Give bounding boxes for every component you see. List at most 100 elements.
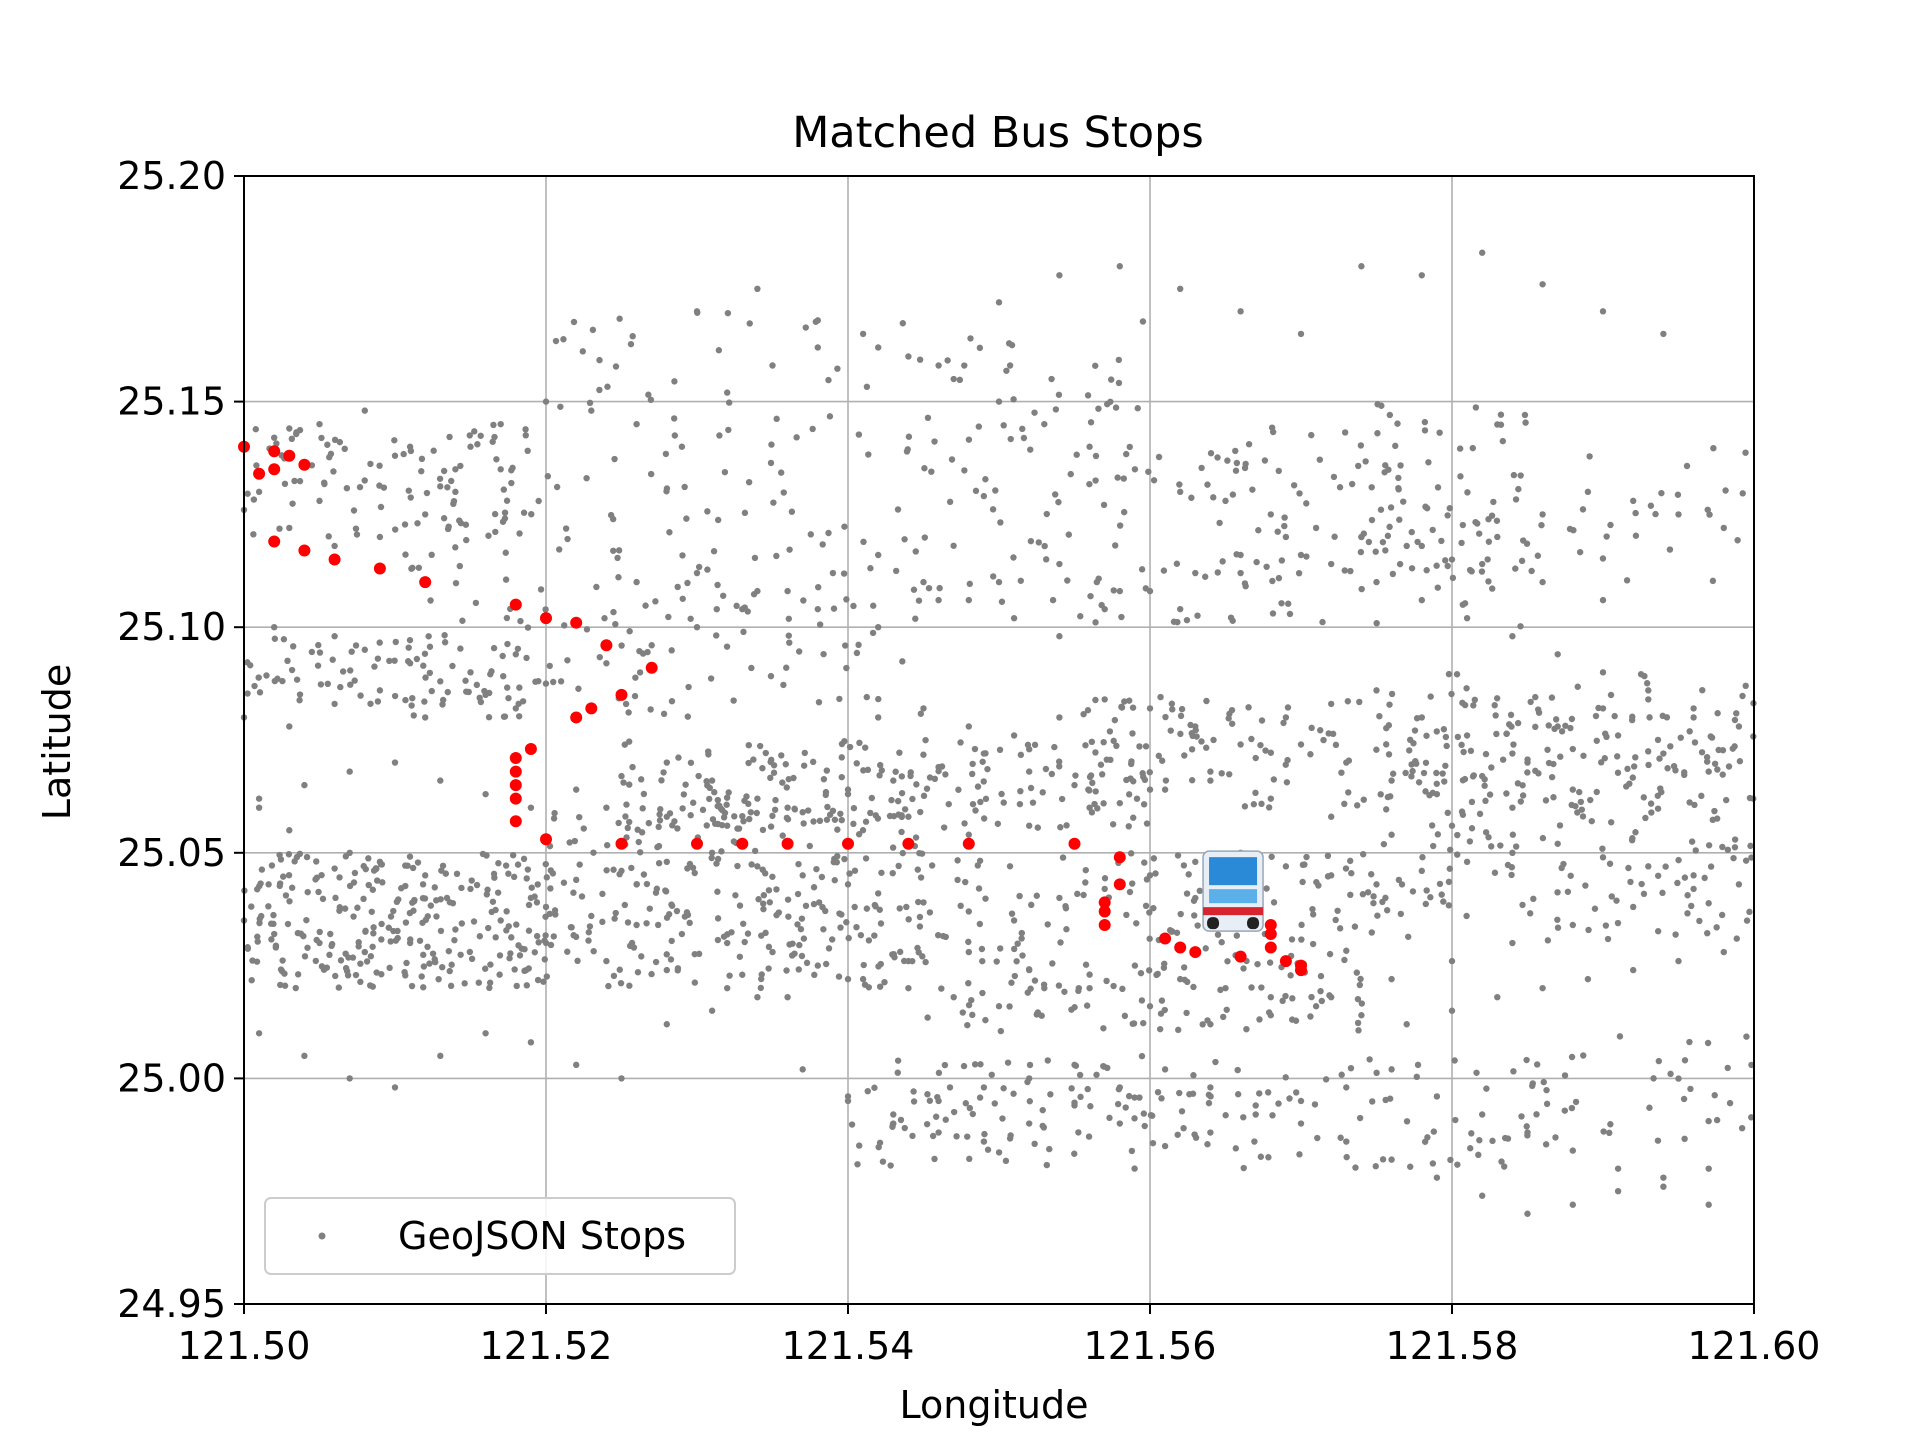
background-stop-dot: [755, 896, 762, 903]
background-stop-dot: [1647, 800, 1655, 807]
geojson-stop-point: [1599, 669, 1607, 676]
background-stop-dot: [1704, 506, 1711, 513]
background-stop-dot: [904, 446, 911, 453]
background-stop-dot: [520, 509, 528, 516]
background-stop-dot: [1387, 793, 1394, 800]
background-stop-dot: [365, 881, 372, 889]
background-stop-dot: [580, 825, 587, 832]
geojson-stop-point: [452, 466, 459, 473]
background-stop-dot: [468, 955, 476, 963]
background-stop-dot: [1706, 511, 1713, 518]
background-stop-dot: [1034, 824, 1041, 831]
background-stop-dot: [853, 923, 860, 931]
background-stop-dot: [1010, 554, 1017, 561]
background-stop-dot: [823, 767, 831, 774]
background-stop-dot: [418, 468, 425, 475]
background-stop-dot: [647, 470, 655, 478]
background-stop-dot: [636, 669, 644, 676]
background-stop-dot: [894, 506, 902, 513]
background-stop-dot: [272, 942, 280, 949]
background-stop-dot: [1724, 846, 1732, 854]
background-stop-dot: [303, 853, 311, 861]
background-stop-dot: [765, 943, 773, 951]
background-stop-dot: [1572, 1098, 1580, 1106]
background-stop-dot: [767, 774, 774, 782]
background-stop-dot: [1087, 1103, 1094, 1110]
background-stop-dot: [673, 907, 681, 915]
background-stop-dot: [1056, 763, 1063, 770]
background-stop-dot: [901, 806, 909, 813]
background-stop-dot: [420, 984, 427, 991]
background-stop-dot: [294, 971, 302, 978]
background-stop-dot: [1532, 767, 1539, 775]
background-stop-dot: [1705, 1117, 1712, 1125]
background-stop-dot: [1499, 756, 1507, 763]
geojson-stop-point: [799, 1066, 806, 1073]
background-stop-dot: [1226, 771, 1233, 778]
background-stop-dot: [1347, 891, 1354, 899]
background-stop-dot: [392, 526, 399, 533]
background-stop-dot: [1645, 748, 1652, 755]
background-stop-dot: [1290, 482, 1298, 489]
background-stop-dot: [916, 356, 924, 363]
background-stop-dot: [1504, 861, 1512, 869]
background-stop-dot: [1059, 854, 1067, 861]
background-stop-dot: [1224, 958, 1231, 965]
background-stop-dot: [1684, 910, 1691, 917]
geojson-stop-point: [693, 624, 701, 631]
background-stop-dot: [1519, 901, 1526, 909]
background-stop-dot: [489, 438, 496, 445]
background-stop-dot: [410, 712, 417, 719]
background-stop-dot: [1415, 779, 1423, 786]
background-stop-dot: [1183, 890, 1191, 897]
background-stop-dot: [1173, 560, 1181, 567]
background-stop-dot: [1110, 737, 1117, 745]
background-stop-dot: [436, 475, 444, 482]
background-stop-dot: [1194, 922, 1201, 929]
background-stop-dot: [335, 984, 343, 991]
background-stop-dot: [547, 941, 555, 949]
bus-wheel: [1247, 917, 1260, 930]
background-stop-dot: [1039, 1122, 1046, 1130]
background-stop-dot: [528, 510, 535, 518]
geojson-stop-point: [1418, 867, 1426, 875]
background-stop-dot: [590, 947, 597, 955]
geojson-stop-point: [1675, 511, 1682, 518]
geojson-stop-point: [1358, 1012, 1365, 1019]
background-stop-dot: [862, 744, 869, 751]
background-stop-dot: [922, 958, 929, 966]
background-stop-dot: [726, 972, 733, 979]
background-stop-dot: [914, 866, 921, 873]
geojson-stop-point: [1161, 1142, 1169, 1150]
background-stop-dot: [1158, 757, 1166, 764]
background-stop-dot: [993, 958, 1000, 965]
background-stop-dot: [503, 908, 510, 915]
background-stop-dot: [1568, 1104, 1576, 1112]
geojson-stop-point: [1010, 614, 1018, 622]
background-stop-dot: [667, 956, 675, 963]
background-stop-dot: [459, 617, 466, 624]
background-stop-dot: [625, 709, 632, 716]
geojson-stop-point: [1026, 768, 1033, 775]
background-stop-dot: [1051, 743, 1058, 751]
background-stop-dot: [421, 650, 429, 657]
background-stop-dot: [1557, 753, 1564, 760]
matched-stop-point: [1098, 918, 1111, 931]
background-stop-dot: [1253, 558, 1260, 566]
background-stop-dot: [643, 920, 650, 927]
background-stop-dot: [822, 788, 830, 796]
background-stop-dot: [1217, 986, 1224, 994]
background-stop-dot: [954, 876, 961, 884]
background-stop-dot: [1080, 710, 1087, 718]
background-stop-dot: [1577, 798, 1585, 806]
background-stop-dot: [1031, 1140, 1038, 1148]
background-stop-dot: [768, 756, 775, 764]
background-stop-dot: [931, 1155, 938, 1163]
background-stop-dot: [1645, 761, 1652, 769]
background-stop-dot: [342, 950, 349, 957]
background-stop-dot: [534, 976, 542, 984]
background-stop-dot: [316, 928, 323, 936]
background-stop-dot: [1632, 509, 1639, 517]
geojson-stop-point: [1645, 696, 1652, 703]
geojson-stop-point: [1328, 560, 1335, 568]
